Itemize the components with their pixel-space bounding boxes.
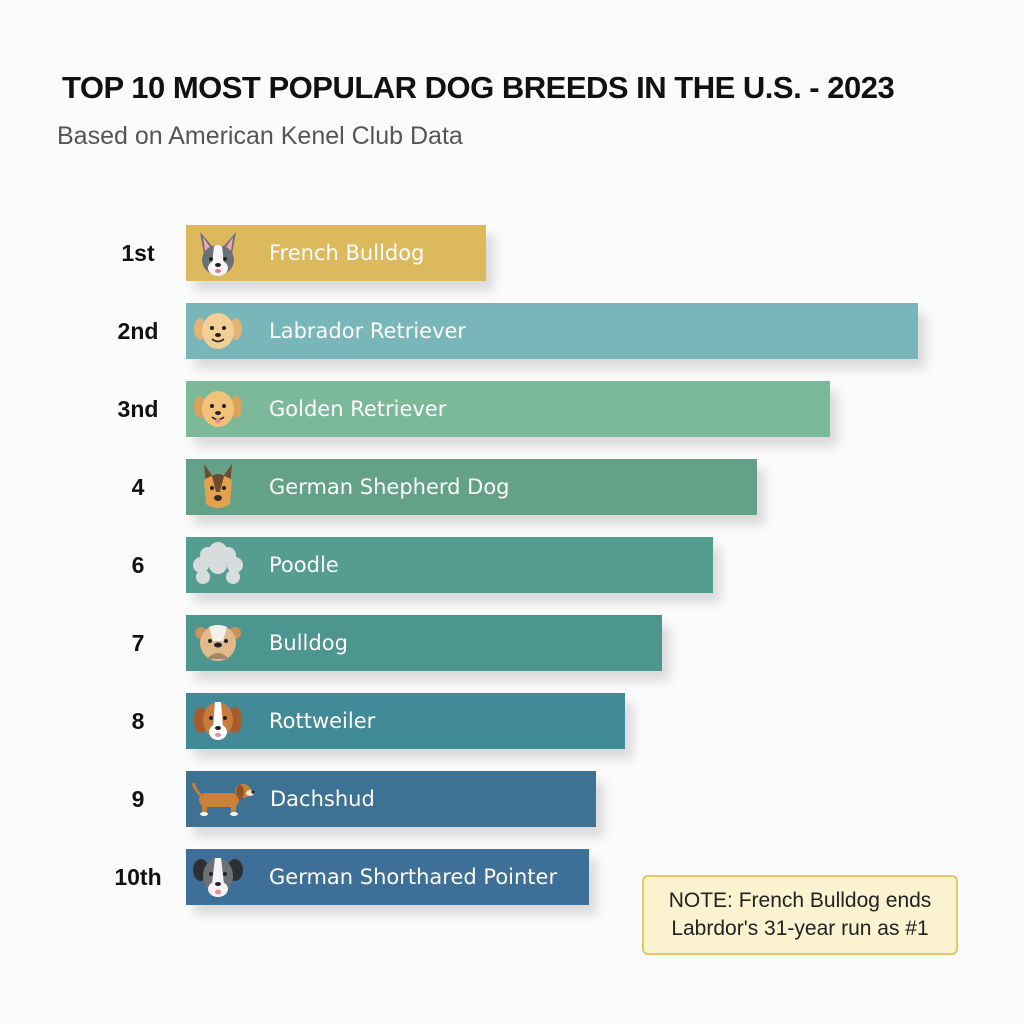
pointer-icon (190, 849, 246, 905)
rank-label: 10th (114, 864, 162, 890)
bar: German Shepherd Dog (186, 459, 757, 515)
labrador-icon (190, 303, 246, 359)
rank-label: 8 (131, 708, 145, 734)
rank-label: 7 (131, 630, 145, 656)
bar: Labrador Retriever (186, 303, 918, 359)
bar-label: Labrador Retriever (269, 319, 467, 343)
german-shepherd-icon (190, 459, 246, 515)
bar-label: Golden Retriever (269, 397, 447, 421)
chart-title: TOP 10 MOST POPULAR DOG BREEDS IN THE U.… (62, 70, 895, 105)
rank-label: 3nd (117, 396, 159, 422)
bar-label: Rottweiler (269, 709, 376, 733)
poodle-icon (190, 537, 246, 593)
bulldog-icon (190, 615, 246, 671)
rank-label: 6 (131, 552, 145, 578)
bar: Rottweiler (186, 693, 625, 749)
rank-label: 1st (121, 240, 155, 266)
annotation-line-1: NOTE: French Bulldog ends (668, 889, 932, 912)
bar-label: Dachshud (270, 787, 375, 811)
french-bulldog-icon (190, 225, 246, 281)
bar: Bulldog (186, 615, 662, 671)
chart-subtitle: Based on American Kenel Club Data (57, 122, 463, 150)
bar: Poodle (186, 537, 713, 593)
rank-label: 4 (131, 474, 145, 500)
annotation-line-2: Labrdor's 31-year run as #1 (671, 917, 929, 940)
rank-label: 2nd (117, 318, 159, 344)
annotation-note: NOTE: French Bulldog ends Labrdor's 31-y… (642, 875, 958, 955)
dachshund-icon (190, 771, 258, 827)
rank-label: 9 (131, 786, 145, 812)
bar-label: Bulldog (269, 631, 348, 655)
bar: German Shorthared Pointer (186, 849, 589, 905)
bar-label: German Shepherd Dog (269, 475, 510, 499)
bar-label: French Bulldog (269, 241, 425, 265)
bar-label: Poodle (269, 553, 339, 577)
golden-retriever-icon (190, 381, 246, 437)
bar: Golden Retriever (186, 381, 830, 437)
bar: French Bulldog (186, 225, 486, 281)
bar: Dachshud (186, 771, 596, 827)
rottweiler-icon (190, 693, 246, 749)
bar-label: German Shorthared Pointer (269, 865, 558, 889)
